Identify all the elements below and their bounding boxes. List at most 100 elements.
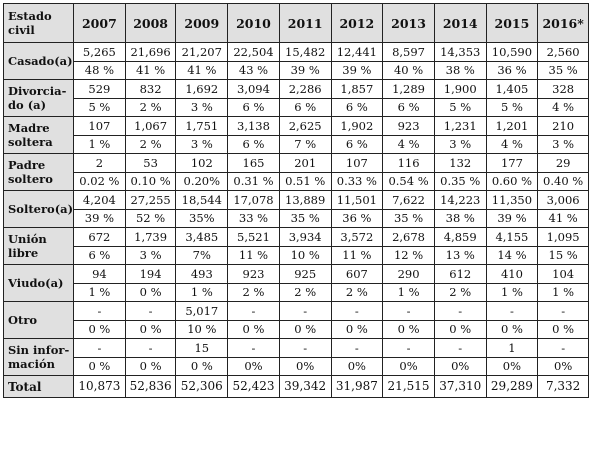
percent-cell: 0 % bbox=[278, 320, 332, 339]
row-label: Viudo(a) bbox=[2, 264, 75, 302]
row-label: Sin infor-mación bbox=[2, 338, 75, 376]
year-header: 2009 bbox=[175, 3, 229, 43]
count-cell: 132 bbox=[433, 153, 487, 173]
total-cell: 29,289 bbox=[485, 375, 539, 398]
count-cell: - bbox=[124, 301, 177, 321]
percent-cell: 0 % bbox=[485, 320, 539, 339]
percent-cell: 0.40 % bbox=[537, 172, 589, 191]
percent-cell: 4 % bbox=[382, 135, 435, 154]
header-row: Estado civil 2007 2008 2009 2010 2011 2012 201… bbox=[2, 3, 589, 43]
count-cell: 3,138 bbox=[227, 116, 280, 136]
percent-cell: 0 % bbox=[124, 283, 177, 302]
count-cell: 410 bbox=[485, 264, 539, 284]
count-cell: 493 bbox=[175, 264, 229, 284]
year-header: 2014 bbox=[433, 3, 487, 43]
year-header: 2011 bbox=[278, 3, 332, 43]
row-label: Casado(a) bbox=[2, 42, 75, 80]
count-cell: 832 bbox=[124, 79, 177, 99]
count-cell: 5,521 bbox=[227, 227, 280, 247]
percent-cell: 1 % bbox=[537, 283, 589, 302]
count-cell: 10,590 bbox=[485, 42, 539, 62]
count-cell: 5,265 bbox=[73, 42, 126, 62]
percent-cell: 7% bbox=[175, 246, 229, 265]
count-cell: 1 bbox=[485, 338, 539, 358]
count-cell: 925 bbox=[278, 264, 332, 284]
count-cell: 4,155 bbox=[485, 227, 539, 247]
count-cell: - bbox=[330, 338, 384, 358]
total-cell: 21,515 bbox=[382, 375, 435, 398]
count-cell: 3,485 bbox=[175, 227, 229, 247]
table-row: Casado(a) 5,265 21,696 21,207 22,504 15,482 12… bbox=[2, 42, 589, 80]
count-cell: 12,441 bbox=[330, 42, 384, 62]
percent-cell: 0 % bbox=[433, 320, 487, 339]
percent-cell: 2 % bbox=[278, 283, 332, 302]
percent-cell: 1 % bbox=[175, 283, 229, 302]
count-cell: 14,353 bbox=[433, 42, 487, 62]
count-cell: - bbox=[433, 301, 487, 321]
count-cell: - bbox=[227, 301, 280, 321]
count-cell: 107 bbox=[330, 153, 384, 173]
percent-cell: 4 % bbox=[485, 135, 539, 154]
percent-cell: 6 % bbox=[382, 98, 435, 117]
percent-cell: 41 % bbox=[124, 61, 177, 80]
percent-cell: 0 % bbox=[73, 357, 126, 376]
count-cell: 116 bbox=[382, 153, 435, 173]
count-cell: 1,201 bbox=[485, 116, 539, 136]
percent-cell: 4 % bbox=[537, 98, 589, 117]
count-cell: - bbox=[382, 301, 435, 321]
total-cell: 52,836 bbox=[124, 375, 177, 398]
percent-cell: 11 % bbox=[227, 246, 280, 265]
count-cell: 1,231 bbox=[433, 116, 487, 136]
table-body: Casado(a) 5,265 21,696 21,207 22,504 15,482 12… bbox=[2, 42, 589, 398]
percent-cell: 15 % bbox=[537, 246, 589, 265]
percent-cell: 35 % bbox=[537, 61, 589, 80]
percent-cell: 0% bbox=[278, 357, 332, 376]
count-cell: 607 bbox=[330, 264, 384, 284]
percent-cell: 10 % bbox=[278, 246, 332, 265]
percent-cell: 0.51 % bbox=[278, 172, 332, 191]
count-cell: 1,857 bbox=[330, 79, 384, 99]
percent-cell: 0.20% bbox=[175, 172, 229, 191]
percent-cell: 6 % bbox=[278, 98, 332, 117]
percent-cell: 3 % bbox=[537, 135, 589, 154]
table-row: 1 % 2 % 3 % 6 % 7 % 6 % 4 % 3 % 4 % 3 % bbox=[4, 135, 589, 154]
count-cell: 201 bbox=[278, 153, 332, 173]
count-cell: - bbox=[537, 338, 589, 358]
percent-cell: 1 % bbox=[73, 283, 126, 302]
percent-cell: 10 % bbox=[175, 320, 229, 339]
percent-cell: 5 % bbox=[73, 98, 126, 117]
percent-cell: 33 % bbox=[227, 209, 280, 228]
row-label: Unión libre bbox=[2, 227, 75, 265]
count-cell: 2 bbox=[73, 153, 126, 173]
percent-cell: 0.60 % bbox=[485, 172, 539, 191]
count-cell: 21,696 bbox=[124, 42, 177, 62]
table-row: 1 % 0 % 1 % 2 % 2 % 2 % 1 % 2 % 1 % 1 % bbox=[4, 283, 589, 302]
percent-cell: 6 % bbox=[227, 135, 280, 154]
count-cell: 2,286 bbox=[278, 79, 332, 99]
count-cell: 11,501 bbox=[330, 190, 384, 210]
percent-cell: 41 % bbox=[537, 209, 589, 228]
count-cell: - bbox=[73, 338, 126, 358]
percent-cell: 39 % bbox=[485, 209, 539, 228]
count-cell: 1,739 bbox=[124, 227, 177, 247]
count-cell: 1,692 bbox=[175, 79, 229, 99]
row-label: Padre soltero bbox=[2, 153, 75, 191]
count-cell: - bbox=[227, 338, 280, 358]
percent-cell: 2 % bbox=[433, 283, 487, 302]
count-cell: 5,017 bbox=[175, 301, 229, 321]
table-row: 5 % 2 % 3 % 6 % 6 % 6 % 6 % 5 % 5 % 4 % bbox=[4, 98, 589, 117]
percent-cell: 39 % bbox=[278, 61, 332, 80]
count-cell: 4,204 bbox=[73, 190, 126, 210]
count-cell: - bbox=[330, 301, 384, 321]
percent-cell: 14 % bbox=[485, 246, 539, 265]
count-cell: 165 bbox=[227, 153, 280, 173]
table-row: Otro - -5,017- - - - - - - bbox=[2, 301, 589, 339]
percent-cell: 35 % bbox=[278, 209, 332, 228]
percent-cell: 0.33 % bbox=[330, 172, 384, 191]
count-cell: - bbox=[124, 338, 177, 358]
year-header: 2015 bbox=[485, 3, 539, 43]
count-cell: 1,095 bbox=[537, 227, 589, 247]
count-cell: 529 bbox=[73, 79, 126, 99]
percent-cell: 0 % bbox=[330, 320, 384, 339]
percent-cell: 0 % bbox=[382, 320, 435, 339]
